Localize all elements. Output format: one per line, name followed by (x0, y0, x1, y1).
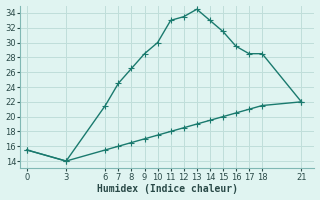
X-axis label: Humidex (Indice chaleur): Humidex (Indice chaleur) (97, 184, 238, 194)
